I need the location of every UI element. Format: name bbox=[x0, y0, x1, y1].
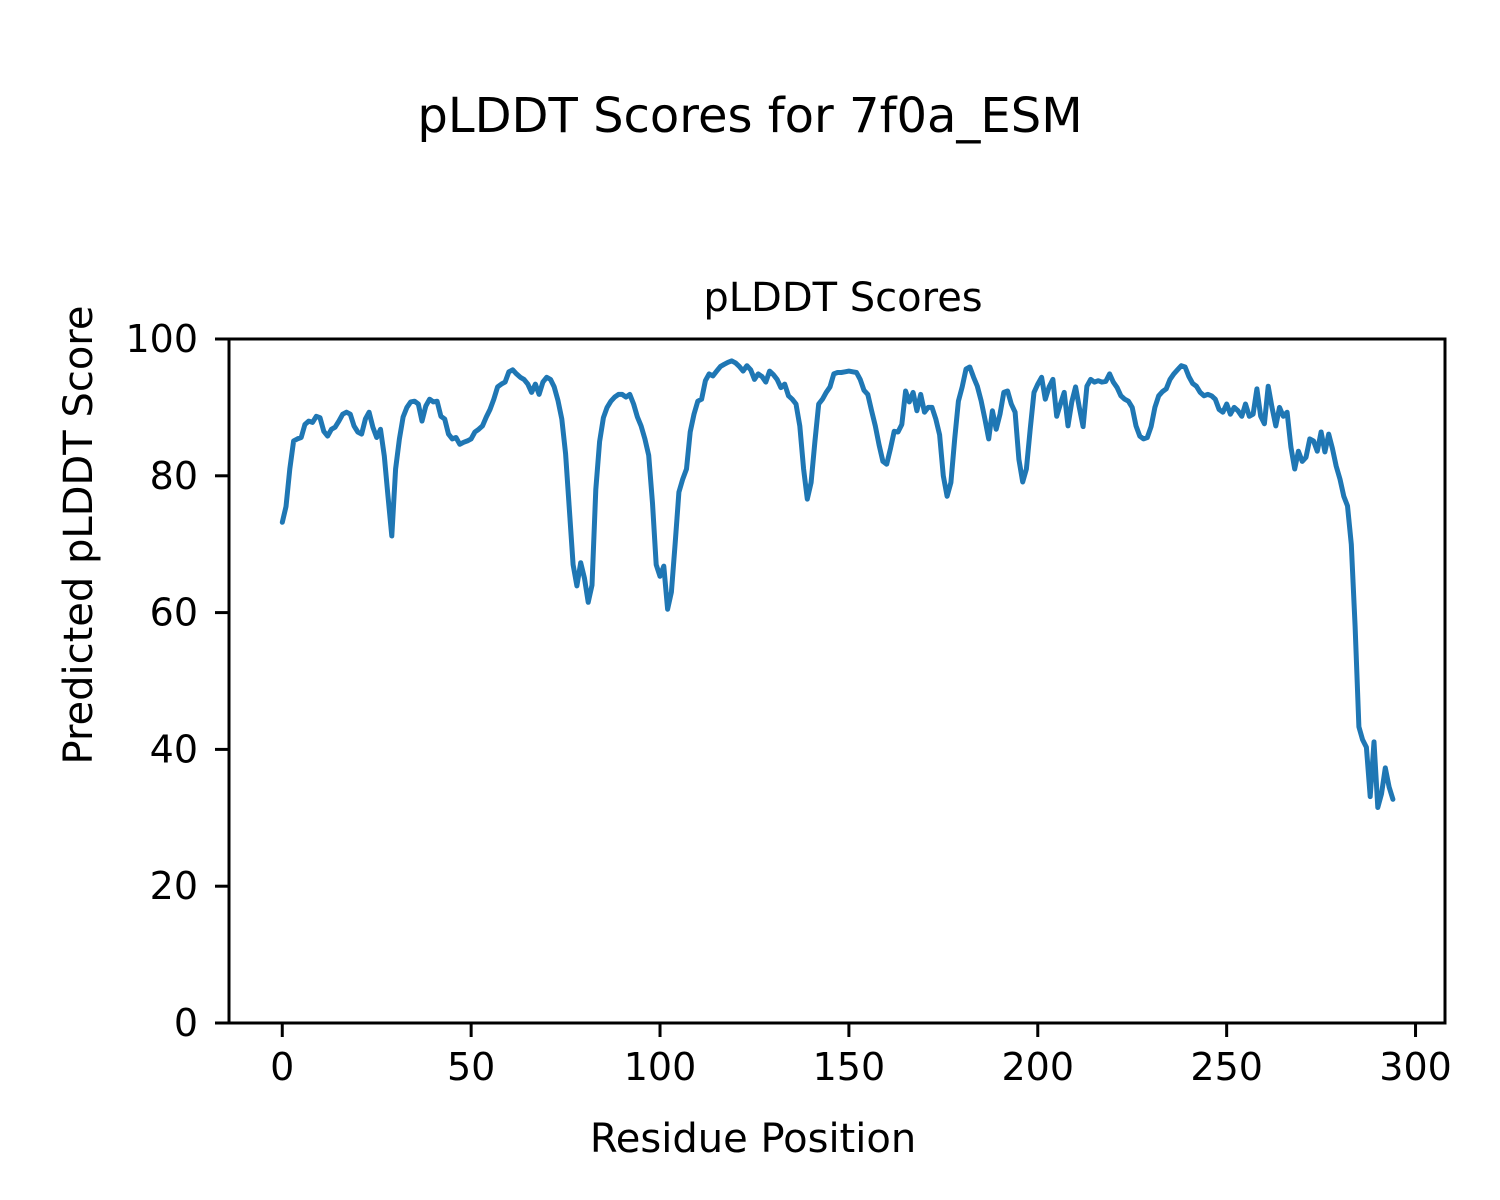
y-tick-label: 40 bbox=[150, 727, 198, 771]
axes-frame bbox=[227, 337, 1447, 1025]
y-tick-label: 0 bbox=[174, 1001, 198, 1045]
x-tick-label: 150 bbox=[813, 1045, 886, 1089]
x-tick-label: 0 bbox=[270, 1045, 294, 1089]
x-tick-label: 300 bbox=[1379, 1045, 1452, 1089]
x-tick-label: 250 bbox=[1190, 1045, 1263, 1089]
y-tick-label: 20 bbox=[150, 864, 198, 908]
x-tick-label: 200 bbox=[1002, 1045, 1075, 1089]
y-tick-label: 100 bbox=[125, 317, 198, 361]
y-axis-ticks: 0 20 40 60 80 100 bbox=[125, 317, 229, 1045]
x-axis-label: Residue Position bbox=[590, 1116, 916, 1162]
x-tick-label: 50 bbox=[447, 1045, 495, 1089]
x-tick-label: 100 bbox=[624, 1045, 697, 1089]
plddt-line-series bbox=[279, 358, 1396, 810]
figure-suptitle: pLDDT Scores for 7f0a_ESM bbox=[417, 88, 1082, 144]
y-tick-label: 60 bbox=[150, 591, 198, 635]
axes-title: pLDDT Scores bbox=[703, 275, 982, 321]
x-axis-ticks: 0 50 100 150 200 250 300 bbox=[270, 1023, 1452, 1089]
y-tick-label: 80 bbox=[150, 454, 198, 498]
y-axis-label: Predicted pLDDT Score bbox=[56, 306, 102, 765]
